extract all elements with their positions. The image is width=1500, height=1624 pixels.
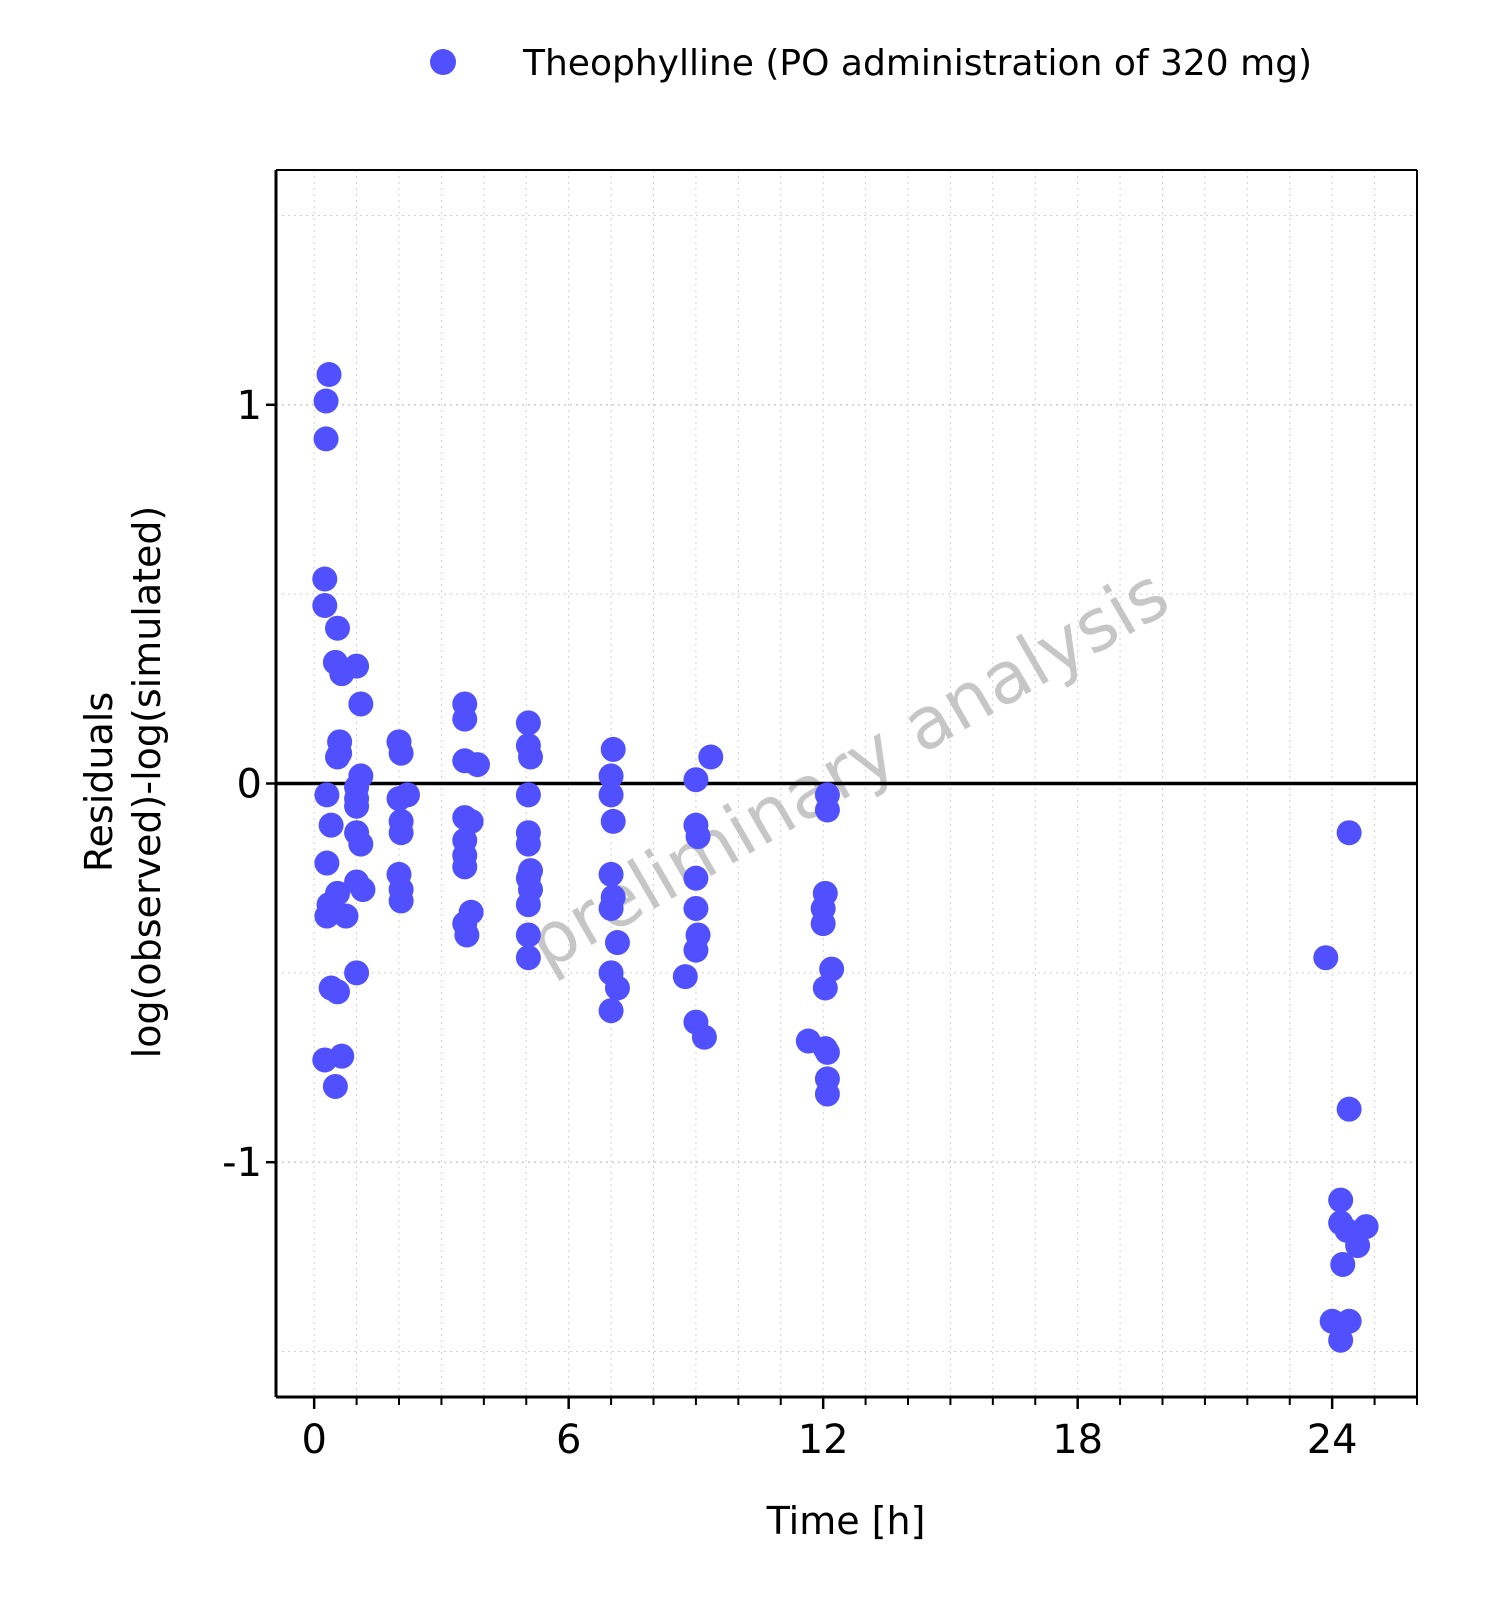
data-point [598,861,624,887]
data-point [683,937,709,963]
data-point [464,752,490,778]
data-point [598,763,624,789]
data-point [604,975,630,1001]
data-point [350,877,376,903]
data-point [348,831,374,857]
data-point [312,566,338,592]
data-point [458,808,484,834]
data-point [515,922,541,948]
data-point [325,979,351,1005]
data-point [814,797,840,823]
y-axis-ticks: -1 0 1 [222,383,276,1186]
data-point [672,964,698,990]
data-point [598,782,624,808]
data-point [1345,1233,1371,1259]
y-tick-label: 1 [237,383,262,429]
data-point [386,786,412,812]
data-point [344,960,370,986]
x-tick-label: 18 [1052,1417,1103,1463]
data-point [1328,1187,1354,1213]
data-point [685,824,711,850]
data-point [325,615,351,641]
data-point [814,1039,840,1065]
data-point [1336,1096,1362,1122]
data-point [322,1073,348,1099]
data-point [316,362,342,387]
data-point [598,998,624,1024]
data-point [313,388,339,414]
y-axis-title-line1: Residuals [77,692,121,872]
data-point [604,930,630,956]
x-tick-label: 6 [556,1417,581,1463]
data-point [388,888,414,914]
data-point [333,903,359,929]
x-tick-label: 24 [1307,1417,1358,1463]
data-point [810,911,836,937]
data-point [515,945,541,971]
data-point [683,865,709,891]
data-point [314,782,340,808]
data-point [1336,820,1362,846]
data-point [344,793,370,819]
x-tick-label: 0 [301,1417,326,1463]
data-point [598,895,624,921]
data-point [1330,1251,1356,1277]
legend: Theophylline (PO administration of 320 m… [430,43,1312,84]
data-point [329,1043,355,1069]
data-point [1336,1308,1362,1334]
data-point [691,1024,717,1050]
data-point [388,820,414,846]
data-point [314,903,340,929]
data-point [812,975,838,1001]
data-point [344,653,370,679]
data-point [600,808,626,834]
data-point [388,740,414,766]
y-tick-label: -1 [222,1140,262,1186]
x-tick-label: 12 [798,1417,849,1463]
x-axis-ticks: 0 6 12 18 24 [301,1397,1418,1463]
data-point [1353,1214,1379,1240]
data-point [517,744,543,770]
data-points [312,362,1379,1353]
data-point [515,710,541,736]
data-point [318,812,344,838]
data-point [312,593,338,619]
data-point [515,831,541,857]
data-point [515,892,541,918]
data-point [515,782,541,808]
data-point [819,956,845,982]
y-tick-label: 0 [237,762,262,808]
data-point [348,691,374,717]
data-point [814,1081,840,1107]
data-point [600,736,626,762]
data-point [454,922,480,948]
legend-marker [430,49,456,75]
data-point [452,854,478,880]
data-point [683,895,709,921]
data-point [325,744,351,770]
data-point [698,744,724,770]
legend-label: Theophylline (PO administration of 320 m… [522,43,1312,84]
data-point [1328,1327,1354,1353]
x-axis-title: Time [h] [766,1499,926,1543]
y-axis-title-line2: log(observed)-log(simulated) [125,506,169,1059]
data-point [313,426,339,452]
y-axis-title: Residuals log(observed)-log(simulated) [77,506,169,1059]
data-point [683,767,709,793]
data-point [1313,945,1339,971]
data-point [452,706,478,732]
data-point [314,850,340,876]
